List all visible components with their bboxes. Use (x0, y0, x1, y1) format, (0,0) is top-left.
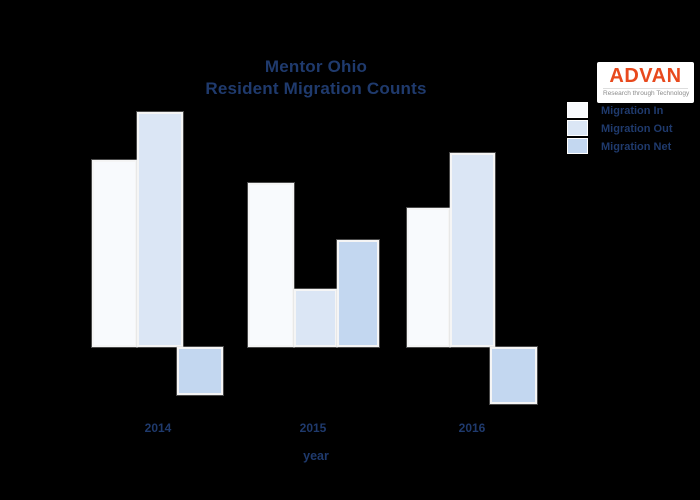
x-tick-2015: 2015 (299, 421, 327, 435)
chart-title: Mentor Ohio Resident Migration Counts (66, 56, 566, 100)
legend-swatch-2 (567, 120, 588, 136)
legend-item-migration-in: Migration In (567, 102, 673, 118)
bar-migration-net-2016 (490, 347, 537, 404)
bar-migration-net-2015 (337, 240, 379, 347)
bar-migration-out-2016 (450, 153, 495, 347)
bar-migration-in-2014 (92, 160, 137, 347)
legend-item-migration-out: Migration Out (567, 120, 673, 136)
bar-migration-net-2014 (177, 347, 223, 395)
bar-migration-in-2015 (248, 183, 294, 347)
chart-title-line2: Resident Migration Counts (205, 79, 427, 98)
advan-logo-text: ADVAN (609, 65, 682, 87)
bar-migration-out-2015 (294, 289, 337, 347)
legend-swatch-1 (567, 102, 588, 118)
legend-label: Migration Net (601, 141, 672, 153)
legend-swatch-3 (567, 138, 588, 154)
chart-title-line1: Mentor Ohio (264, 57, 368, 76)
bar-migration-out-2014 (137, 112, 183, 347)
legend: Migration In Migration Out Migration Net (567, 102, 673, 156)
legend-label: Migration In (601, 105, 664, 117)
x-tick-2016: 2016 (458, 421, 486, 435)
x-tick-2014: 2014 (144, 421, 172, 435)
bar-migration-in-2016 (407, 208, 450, 347)
legend-item-migration-net: Migration Net (567, 138, 673, 154)
x-axis-title: year (303, 449, 329, 463)
legend-label: Migration Out (601, 123, 673, 135)
advan-logo: ADVAN Research through Technology (597, 62, 694, 103)
advan-logo-tagline: Research through Technology (603, 88, 690, 97)
